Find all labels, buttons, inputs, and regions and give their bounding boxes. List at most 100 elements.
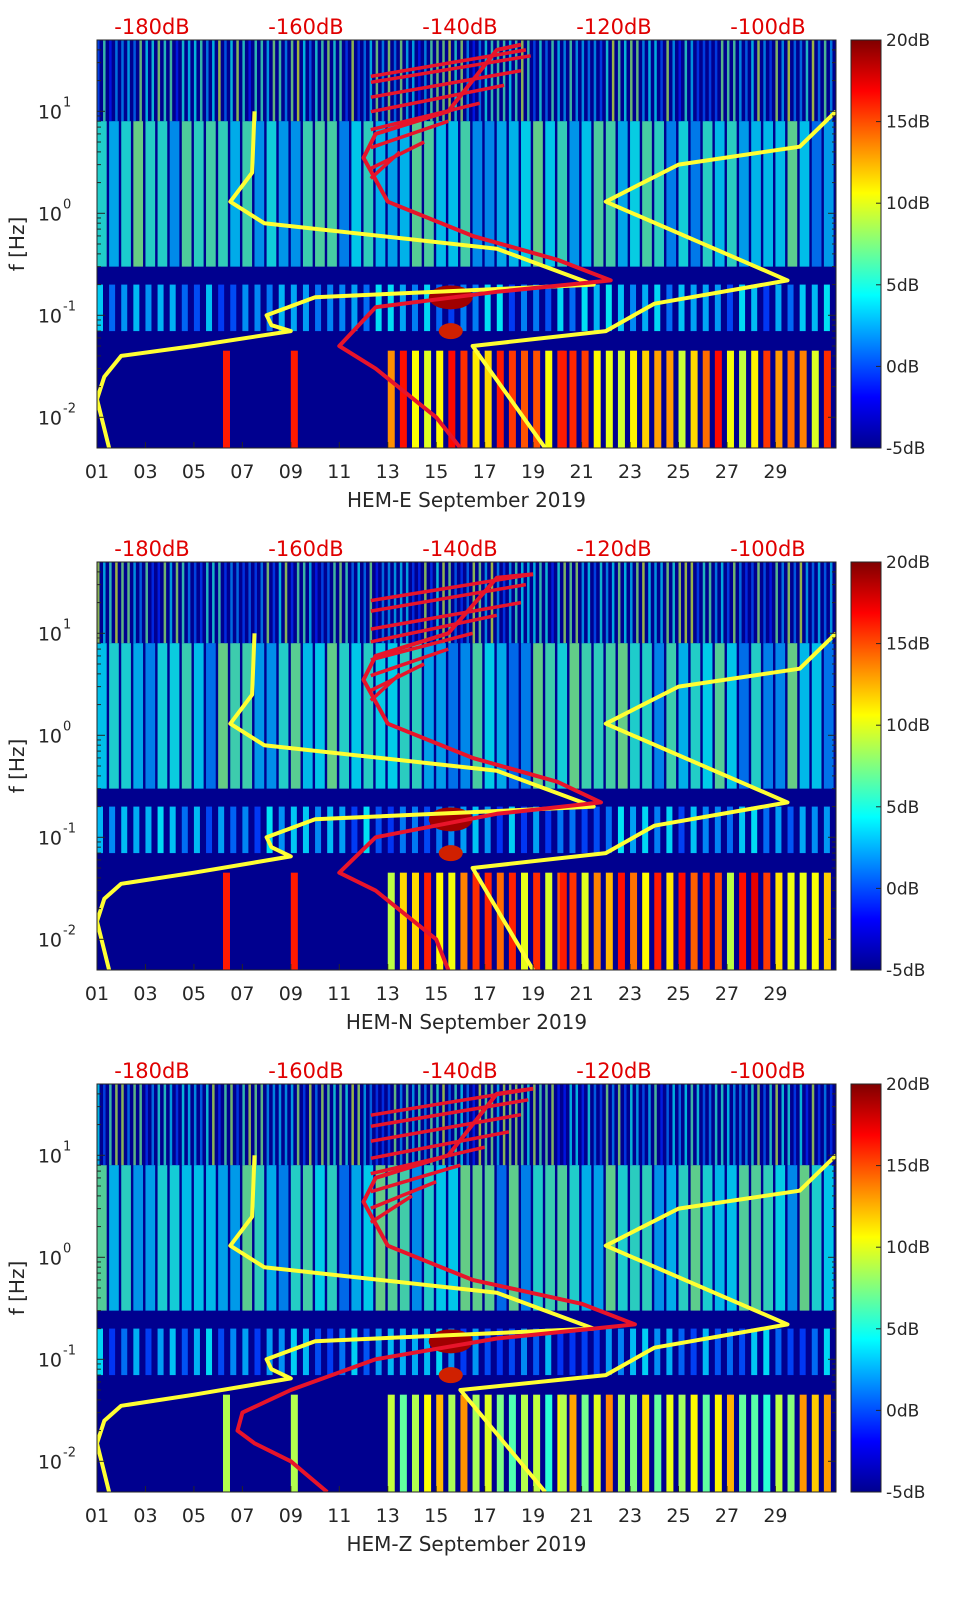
heatmap-cell	[678, 1328, 685, 1376]
heatmap-cell	[775, 1084, 778, 1166]
heatmap-cell	[254, 1084, 257, 1166]
heatmap-cell	[496, 872, 504, 970]
heatmap-cell	[103, 40, 106, 122]
colorbar-tick-label: -5dB	[886, 961, 925, 981]
heatmap-cell	[751, 1084, 754, 1166]
heatmap-cell	[539, 562, 542, 644]
heatmap-cell	[266, 806, 273, 854]
heatmap-cell	[739, 1084, 742, 1166]
heatmap-cell	[726, 643, 737, 789]
heatmap-cell	[387, 1165, 398, 1311]
heatmap-cell	[581, 1165, 592, 1311]
heatmap-cell	[581, 1394, 589, 1492]
heatmap-cell	[430, 40, 433, 122]
heatmap-cell	[278, 643, 289, 789]
heatmap-cell	[266, 1084, 270, 1166]
heatmap-cell	[551, 562, 554, 644]
heatmap-cell	[726, 872, 734, 970]
heatmap-cell	[278, 1084, 282, 1166]
heatmap-cell	[666, 1394, 674, 1492]
heatmap-cell	[212, 40, 215, 122]
heatmap-cell	[242, 121, 253, 267]
heatmap-cell	[424, 40, 427, 122]
heatmap-cell	[733, 562, 736, 644]
heatmap-cell	[436, 1394, 444, 1492]
heatmap-cell	[593, 1394, 601, 1492]
heatmap-cell	[817, 40, 821, 122]
heatmap-cell	[169, 1165, 180, 1311]
heatmap-cell	[290, 121, 301, 267]
heatmap-cell	[387, 121, 398, 267]
heatmap-cell	[363, 806, 370, 854]
heatmap-cell	[757, 40, 760, 122]
y-tick-exponent: -1	[63, 299, 76, 314]
heatmap-cell	[775, 350, 783, 448]
heatmap-cell	[460, 121, 471, 267]
heatmap-cell	[327, 284, 334, 332]
x-tick-label: 13	[376, 461, 400, 483]
heatmap-cell	[823, 121, 834, 267]
heatmap-cell	[418, 1084, 421, 1166]
heatmap-cell	[714, 284, 721, 332]
heatmap-cell	[581, 872, 589, 970]
red-noise-curve-branch	[370, 1098, 529, 1129]
heatmap-cell	[581, 1084, 585, 1166]
heatmap-cell	[684, 40, 688, 122]
heatmap-cell	[545, 121, 555, 267]
heatmap-cell	[811, 872, 819, 970]
heatmap-cell	[393, 562, 397, 644]
heatmap-cell	[714, 1394, 722, 1492]
heatmap-cell	[702, 1165, 713, 1311]
heatmap-cell	[521, 284, 528, 332]
heatmap-cell	[266, 284, 273, 332]
heatmap-cell	[333, 562, 336, 644]
heatmap-cell	[206, 40, 209, 122]
heatmap-cell	[521, 1165, 531, 1311]
heatmap-cell	[242, 40, 245, 122]
heatmap-cell	[569, 562, 572, 644]
x-tick-label: 27	[715, 461, 739, 483]
heatmap-cell	[569, 1394, 577, 1492]
top-db-label: -100dB	[730, 537, 805, 561]
red-noise-curve-branch	[370, 1145, 486, 1176]
heatmap-cell	[811, 350, 819, 448]
top-db-label: -160dB	[268, 1059, 343, 1083]
heatmap-cell	[654, 872, 662, 970]
x-tick-label: 23	[618, 983, 642, 1005]
heatmap-cell	[636, 562, 639, 644]
heatmap-cell	[97, 121, 107, 267]
heatmap-cell	[617, 806, 624, 854]
heatmap-cell	[222, 1394, 230, 1492]
heatmap-cell	[236, 40, 239, 122]
heatmap-cell	[272, 1084, 276, 1166]
heatmap-cell	[290, 872, 298, 970]
x-tick-label: 03	[133, 461, 157, 483]
y-tick-exponent: 1	[63, 95, 71, 110]
heatmap-cell	[169, 121, 180, 267]
heatmap-cell	[714, 40, 718, 122]
heatmap-cell	[254, 284, 261, 332]
heatmap-cell	[654, 806, 661, 854]
heatmap-cell	[496, 40, 500, 122]
heatmap-cell	[593, 643, 604, 789]
red-noise-curve-branch	[370, 1112, 522, 1143]
heatmap-cell	[478, 40, 482, 122]
heatmap-cell	[666, 1328, 673, 1376]
heatmap-cell	[823, 872, 831, 970]
heatmap-cell	[787, 643, 798, 789]
heatmap-cell	[448, 1394, 456, 1492]
heatmap-cell	[593, 1165, 604, 1311]
heatmap-cell	[533, 643, 543, 789]
x-tick-label: 27	[715, 983, 739, 1005]
heatmap-cell	[787, 121, 798, 267]
heatmap-cell	[508, 872, 516, 970]
heatmap-cell	[460, 643, 471, 789]
colorbar-tick-label: 5dB	[886, 1320, 919, 1340]
heatmap-cell	[823, 1084, 827, 1166]
heatmap-cell	[145, 284, 152, 332]
heatmap-cell	[739, 1394, 747, 1492]
heatmap-cell	[811, 1394, 819, 1492]
heatmap-cell	[559, 350, 567, 448]
colorbar-tick-label: 0dB	[886, 879, 919, 899]
heatmap-cell	[248, 40, 251, 122]
